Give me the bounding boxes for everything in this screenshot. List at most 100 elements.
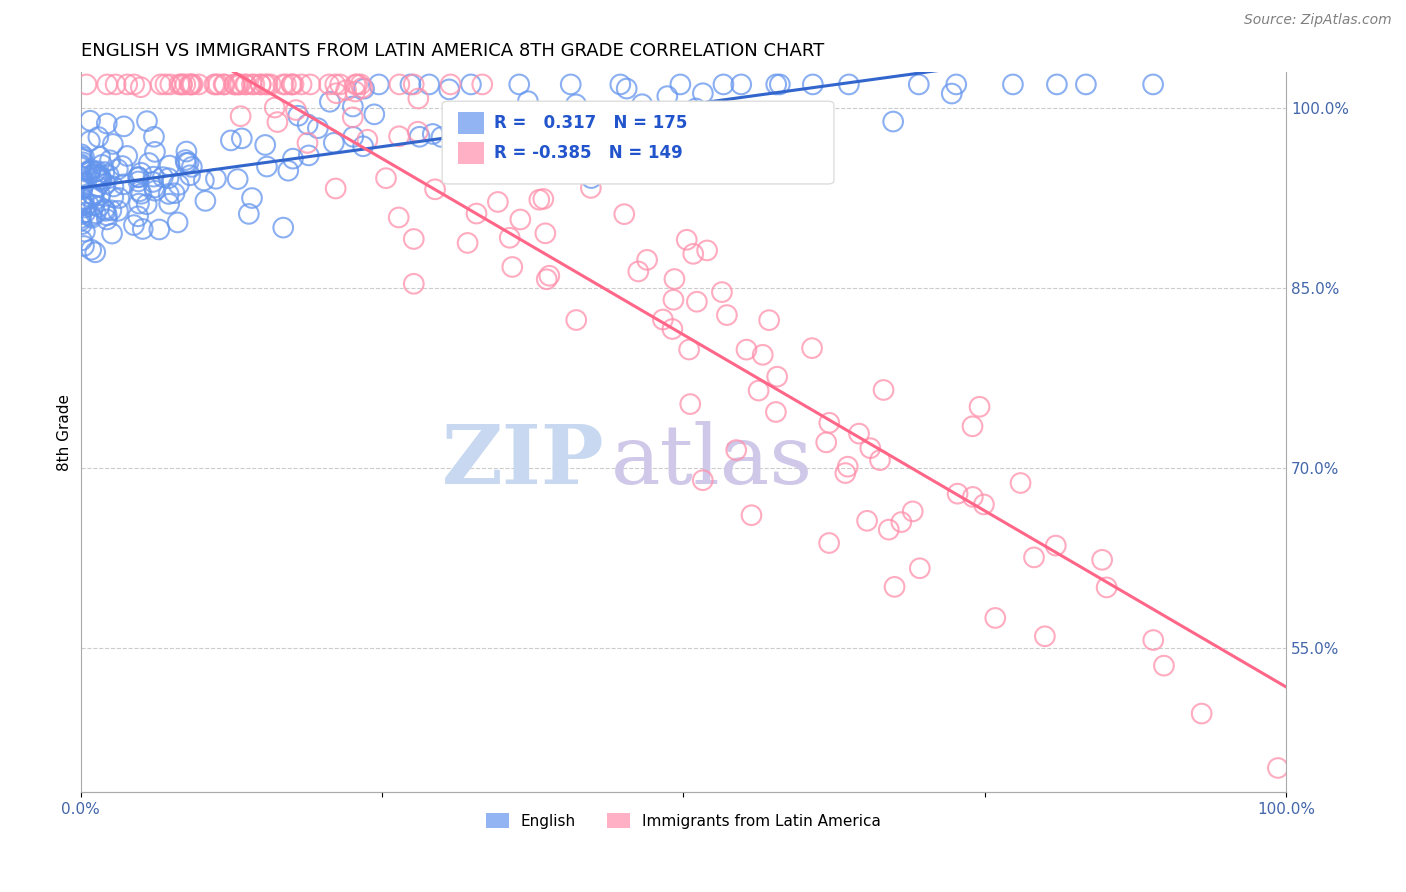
Point [70,233,93,247]
Point [69,211,91,226]
Point [834,466,856,480]
Point [509,212,531,227]
Point [350,78,373,92]
Point [877,523,900,537]
Point [70,181,93,195]
Point [651,312,673,326]
Point [72,198,94,212]
Point [962,419,984,434]
Point [631,97,654,112]
Point [765,78,787,92]
Point [181,78,204,92]
Point [70,207,93,221]
Point [713,78,735,92]
Point [233,78,256,92]
Point [135,197,157,211]
Point [73,225,96,239]
Point [508,78,530,92]
Point [129,80,152,95]
Point [79,113,101,128]
Point [256,78,278,92]
Point [538,268,561,283]
Point [143,145,166,159]
Point [406,125,429,139]
Point [138,156,160,170]
Point [502,145,524,159]
Point [534,227,557,241]
Point [179,168,201,182]
Point [187,78,209,92]
Point [89,172,111,186]
Point [643,106,665,120]
Point [79,162,101,177]
Point [329,78,352,92]
Point [984,611,1007,625]
Text: Source: ZipAtlas.com: Source: ZipAtlas.com [1244,13,1392,28]
Point [388,129,411,144]
Point [193,173,215,187]
Point [159,78,181,92]
Point [94,203,117,218]
Point [344,85,367,99]
Point [176,145,198,159]
Point [96,208,118,222]
Point [859,441,882,455]
Text: atlas: atlas [612,421,813,501]
Text: ENGLISH VS IMMIGRANTS FROM LATIN AMERICA 8TH GRADE CORRELATION CHART: ENGLISH VS IMMIGRANTS FROM LATIN AMERICA… [80,42,824,60]
Point [266,115,288,129]
Point [675,233,697,247]
Point [536,272,558,286]
Point [128,184,150,198]
Point [297,117,319,131]
Point [70,147,93,161]
Point [758,313,780,327]
Point [502,149,524,163]
Point [848,426,870,441]
Point [423,182,446,196]
Point [325,181,347,195]
Point [890,515,912,529]
Point [87,179,110,194]
Point [499,231,522,245]
Point [69,182,91,196]
Point [323,78,346,92]
Point [856,514,879,528]
Point [298,148,321,162]
Point [342,129,364,144]
Point [335,83,357,97]
Point [325,86,347,100]
Point [87,169,110,183]
Point [685,102,707,116]
Point [69,159,91,173]
Point [1142,78,1164,92]
Point [402,78,425,92]
Point [447,152,470,166]
Point [682,247,704,261]
Point [388,211,411,225]
Point [285,103,308,117]
Point [418,78,440,92]
Point [818,416,841,430]
Point [73,193,96,207]
Point [627,264,650,278]
Point [174,153,197,167]
Point [402,277,425,291]
Point [104,78,127,92]
Point [494,114,516,128]
Point [725,443,748,458]
Point [76,165,98,179]
Point [679,397,702,411]
Point [941,87,963,101]
Point [901,504,924,518]
Point [460,78,482,92]
Point [229,78,252,92]
Point [283,78,305,92]
Point [107,162,129,177]
Point [100,203,122,218]
Point [1153,658,1175,673]
Point [471,78,494,92]
Point [692,473,714,487]
Point [1046,78,1069,92]
Point [838,78,860,92]
Point [132,222,155,236]
